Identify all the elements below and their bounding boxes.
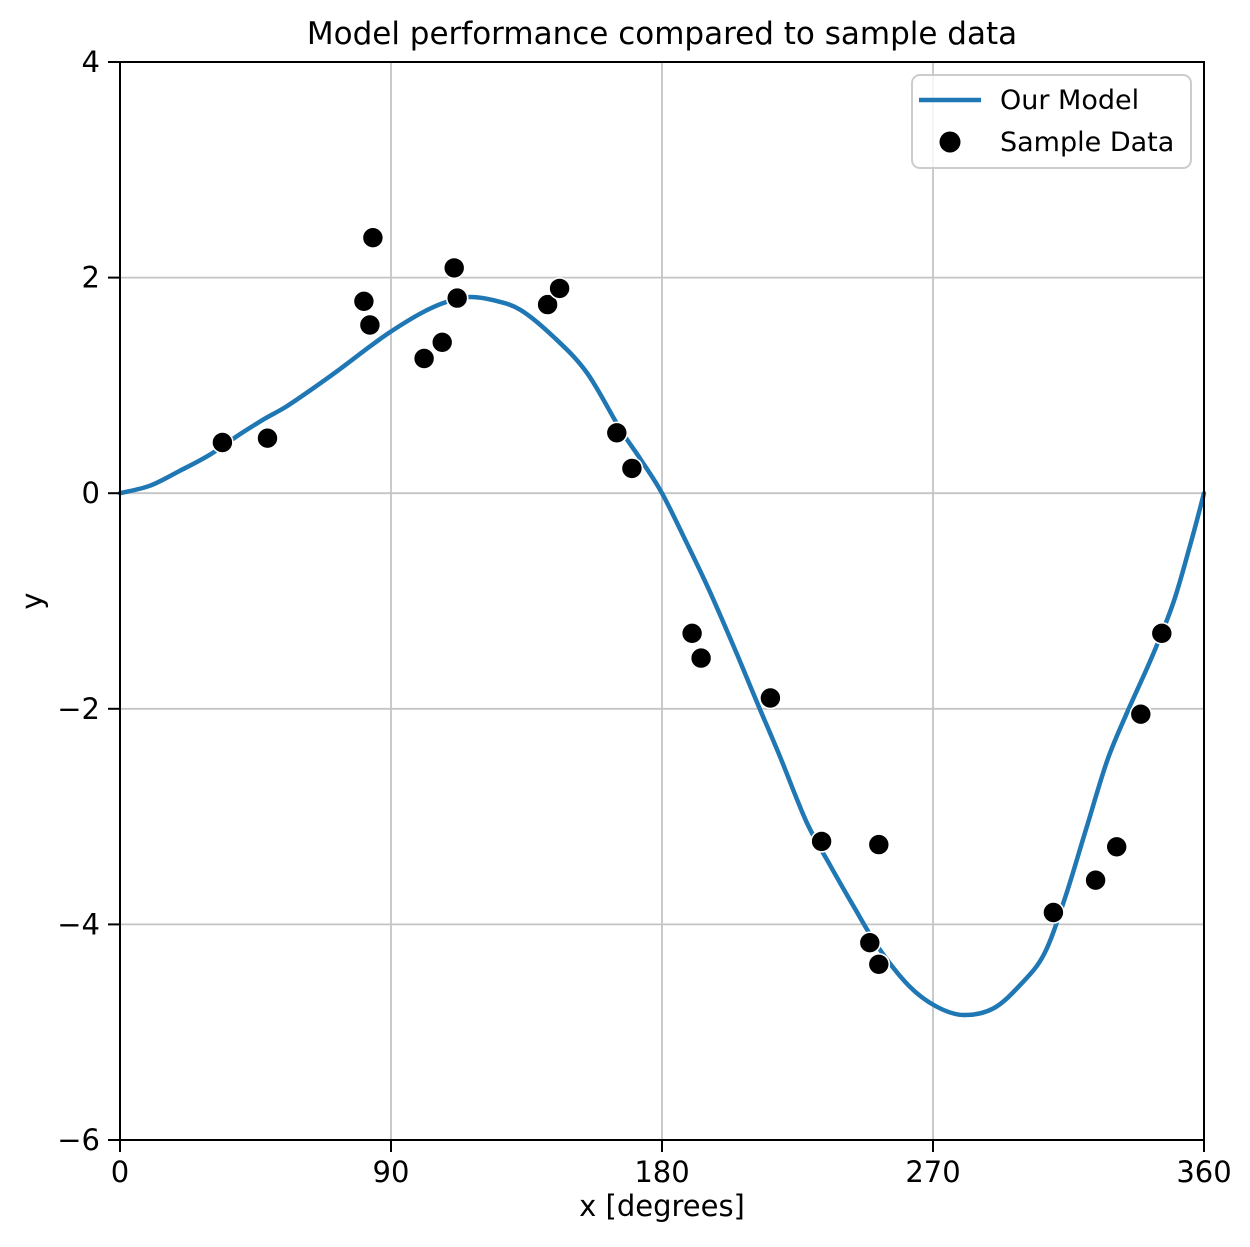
model-curve: [117, 294, 1207, 1018]
x-tick-label: 90: [373, 1155, 410, 1189]
legend-entry-label: Sample Data: [1000, 127, 1174, 158]
y-tick-label: −4: [57, 907, 100, 941]
y-tick-label: −6: [57, 1123, 100, 1157]
sample-data-point: [689, 646, 713, 670]
sample-data-point: [810, 830, 833, 853]
sample-data-point: [548, 277, 571, 300]
sample-data-point: [680, 621, 704, 645]
x-tick-label: 0: [111, 1155, 129, 1189]
sample-data-point: [867, 952, 891, 976]
sample-data-point: [1129, 702, 1153, 726]
sample-data-point: [605, 421, 629, 445]
x-tick-label: 360: [1176, 1155, 1231, 1189]
sample-data-point: [352, 289, 376, 313]
series-layer: [117, 226, 1207, 1018]
axes-layer: 0 90 180 270 360 4 2 0 −2 −4 −6: [57, 45, 1231, 1189]
y-tick-label: 2: [82, 261, 100, 295]
legend: Our Model Sample Data: [911, 74, 1192, 169]
legend-marker-sample: [939, 131, 961, 153]
y-axis-label: y: [15, 592, 49, 609]
sample-data-point: [361, 226, 385, 249]
sample-data-point: [358, 313, 382, 337]
sample-data-point: [1105, 835, 1128, 859]
x-tick-label: 270: [905, 1155, 960, 1189]
sample-data-point: [412, 347, 436, 370]
sample-data-point: [867, 833, 891, 856]
sample-data-point: [211, 431, 234, 454]
sample-data-point: [445, 286, 469, 310]
sample-data-point: [759, 686, 782, 710]
x-axis-label: x [degrees]: [579, 1189, 745, 1223]
y-tick-label: −2: [57, 692, 100, 726]
sample-data-point: [256, 426, 279, 450]
sample-data-point: [536, 293, 559, 316]
sample-data-point: [442, 256, 466, 280]
sample-data-point: [430, 330, 454, 354]
sample-data-point: [858, 931, 882, 955]
sample-data-point: [1042, 901, 1065, 924]
legend-box: [911, 74, 1192, 169]
y-tick-label: 0: [82, 476, 100, 510]
sample-data-point: [620, 457, 644, 480]
grid-layer: [119, 61, 1205, 1141]
x-tick-label: 180: [634, 1155, 689, 1189]
y-tick-label: 4: [82, 45, 100, 79]
legend-entry-label: Our Model: [1000, 85, 1139, 116]
sample-data-point: [1084, 868, 1107, 892]
chart-title: Model performance compared to sample dat…: [307, 16, 1017, 52]
sample-data-point: [1150, 621, 1174, 645]
